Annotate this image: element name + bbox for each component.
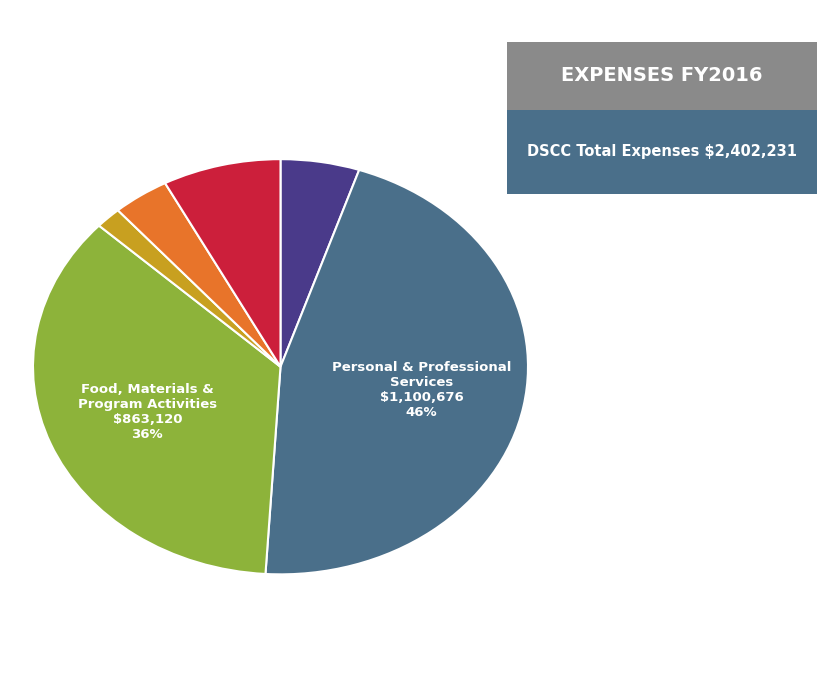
Text: Food, Materials &
Program Activities
$863,120
36%: Food, Materials & Program Activities $86… [78, 383, 217, 441]
Wedge shape [99, 210, 280, 367]
Wedge shape [280, 159, 359, 367]
Wedge shape [33, 226, 280, 574]
Wedge shape [266, 170, 528, 574]
Wedge shape [165, 159, 280, 367]
Bar [507, 110, 817, 194]
Bar [507, 42, 817, 110]
Text: Personal & Professional
Services
$1,100,676
46%: Personal & Professional Services $1,100,… [332, 361, 512, 419]
Text: EXPENSES FY2016: EXPENSES FY2016 [561, 66, 763, 85]
Text: DSCC Total Expenses $2,402,231: DSCC Total Expenses $2,402,231 [527, 145, 797, 159]
Wedge shape [118, 183, 280, 367]
